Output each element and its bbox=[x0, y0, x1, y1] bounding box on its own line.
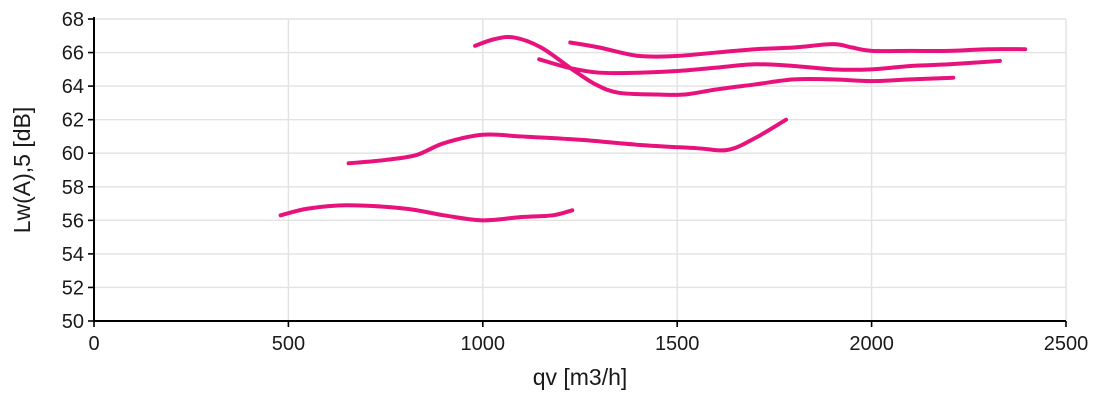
x-tick-label: 0 bbox=[88, 333, 99, 355]
y-tick-label: 68 bbox=[62, 9, 84, 31]
y-axis-title: Lw(A),5 [dB] bbox=[9, 107, 35, 234]
y-tick-label: 52 bbox=[62, 277, 84, 299]
y-tick-label: 54 bbox=[62, 244, 84, 266]
y-tick-label: 66 bbox=[62, 43, 84, 65]
x-axis-title: qv [m3/h] bbox=[533, 364, 628, 390]
tick-labels: 0 500 1000 1500 2000 2500 50 52 54 56 58 60 62 64 66 68 bbox=[62, 9, 1089, 355]
series-line-1 bbox=[278, 203, 575, 223]
series-line-5 bbox=[568, 40, 1028, 59]
series-line-4 bbox=[537, 57, 1002, 76]
x-tick-label: 2000 bbox=[849, 333, 894, 355]
series-lines bbox=[278, 34, 1028, 223]
y-tick-label: 60 bbox=[62, 143, 84, 165]
x-tick-label: 1000 bbox=[461, 333, 506, 355]
y-tick-label: 58 bbox=[62, 177, 84, 199]
series-line-3 bbox=[473, 34, 956, 97]
y-tick-label: 56 bbox=[62, 210, 84, 232]
y-tick-label: 50 bbox=[62, 311, 84, 333]
x-tick-label: 1500 bbox=[655, 333, 700, 355]
x-tick-label: 2500 bbox=[1044, 333, 1089, 355]
axes bbox=[88, 17, 1067, 327]
series-line-2 bbox=[346, 117, 789, 166]
x-tick-label: 500 bbox=[272, 333, 305, 355]
y-tick-label: 64 bbox=[62, 76, 84, 98]
y-tick-label: 62 bbox=[62, 110, 84, 132]
